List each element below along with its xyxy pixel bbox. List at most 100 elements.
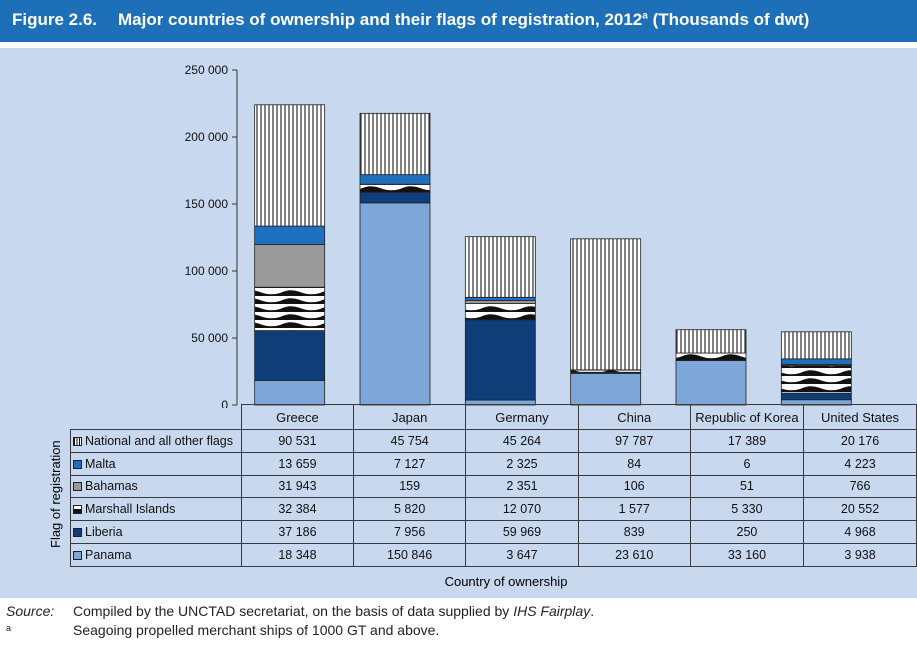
table-cell: 2 351 (465, 474, 579, 499)
table-cell: 33 160 (689, 542, 805, 567)
bar-liberia-germany (464, 319, 536, 401)
table-cell: 37 186 (240, 520, 355, 544)
legend-swatch (73, 505, 82, 515)
table-cell: 5 330 (689, 497, 805, 522)
bar-national-and-all-other-flags-japan (359, 112, 431, 176)
legend-entry: Liberia (70, 520, 242, 544)
bar-malta-japan (359, 174, 431, 185)
bar-bahamas-greece (254, 243, 326, 288)
table-cell: 159 (353, 474, 467, 499)
bar-panama-republic-of-korea (675, 360, 747, 406)
bars (254, 104, 852, 406)
table-row: Liberia 37 186 7 956 59 969 839 250 4 968 (70, 520, 917, 544)
bar-malta-germany (464, 296, 536, 301)
table-cell: 17 389 (689, 429, 805, 453)
table-row: Panama 18 348 150 846 3 647 23 610 33 160 3 93… (70, 542, 917, 567)
bar-liberia-greece (254, 330, 326, 381)
source-label: Source: (6, 603, 55, 619)
legend-swatch (73, 459, 82, 469)
table-cell: 4 223 (803, 451, 917, 476)
x-axis-title: Country of ownership (444, 574, 568, 589)
table-cell: 51 (689, 474, 805, 499)
category-label: Japan (353, 404, 467, 430)
table-cell: 6 (689, 451, 805, 476)
source-text-main: Compiled by the UNCTAD secretariat, on t… (73, 603, 514, 619)
bar-marshall-islands-greece (254, 286, 326, 331)
y-axis: 0 50 000 100 000 150 000 200 000 250 000 (185, 63, 238, 408)
legend-entry: Panama (70, 542, 242, 567)
table-cell: 766 (803, 474, 917, 499)
bar-marshall-islands-united-states (780, 365, 852, 394)
table-cell: 1 577 (577, 497, 691, 522)
table-cell: 106 (577, 474, 691, 499)
bar-liberia-japan (359, 191, 431, 204)
table-cell: 250 (689, 520, 805, 544)
legend-label: National and all other flags (85, 433, 234, 448)
legend-entry: Marshall Islands (70, 497, 242, 522)
bar-national-and-all-other-flags-germany (464, 236, 536, 298)
figure-title: Major countries of ownership and their f… (118, 10, 809, 30)
bar-marshall-islands-republic-of-korea (675, 352, 747, 361)
table-cell: 20 552 (803, 497, 917, 522)
category-label: Greece (240, 404, 355, 430)
category-label: Republic of Korea (689, 404, 805, 430)
table-cell: 90 531 (240, 429, 355, 453)
bar-national-and-all-other-flags-united-states (780, 331, 852, 360)
table-row: Malta 13 659 7 127 2 325 84 6 4 223 (70, 451, 917, 476)
bar-malta-greece (254, 225, 326, 245)
y-tick-label: 150 000 (185, 197, 229, 211)
table-cell: 45 264 (465, 429, 579, 453)
y-tick-label: 100 000 (185, 264, 229, 278)
bar-marshall-islands-japan (359, 184, 431, 193)
table-cell: 45 754 (353, 429, 467, 453)
table-cell: 150 846 (353, 542, 467, 567)
bar-liberia-united-states (780, 392, 852, 401)
table-cell: 31 943 (240, 474, 355, 499)
table-cell: 32 384 (240, 497, 355, 522)
bar-marshall-islands-germany (464, 303, 536, 321)
stacked-bar-chart: 0 50 000 100 000 150 000 200 000 250 000 (185, 63, 852, 408)
figure-title-bar: Figure 2.6. Major countries of ownership… (0, 0, 917, 42)
bar-national-and-all-other-flags-republic-of-korea (675, 329, 747, 354)
bar-panama-japan (359, 202, 431, 406)
table-cell: 2 325 (465, 451, 579, 476)
legend-entry: National and all other flags (70, 429, 242, 453)
source-text: Compiled by the UNCTAD secretariat, on t… (73, 603, 594, 619)
bar-panama-china (570, 372, 642, 406)
footnote-key: a (6, 623, 12, 633)
table-cell: 20 176 (803, 429, 917, 453)
table-cell: 7 956 (353, 520, 467, 544)
source-text-end: . (590, 603, 595, 619)
figure-title-footnote-mark: a (642, 10, 648, 22)
y-tick-label: 50 000 (191, 331, 228, 345)
table-cell: 18 348 (240, 542, 355, 567)
bar-malta-united-states (780, 358, 852, 365)
flag-of-registration-label: Flag of registration (48, 440, 63, 548)
legend-label: Malta (85, 456, 116, 471)
table-row: National and all other flags 90 531 45 754… (70, 429, 917, 453)
legend-swatch (73, 528, 82, 538)
legend-swatch (73, 436, 82, 446)
table-cell: 97 787 (577, 429, 691, 453)
table-cell: 84 (577, 451, 691, 476)
bar-panama-greece (254, 380, 326, 406)
table-header-row: Greece Japan Germany China Republic of Korea… (71, 404, 917, 430)
y-tick-label: 0 (221, 398, 228, 408)
y-tick-label: 250 000 (185, 63, 229, 77)
category-label: United States (803, 404, 917, 430)
category-label: Germany (465, 404, 579, 430)
bar-national-and-all-other-flags-greece (254, 104, 326, 227)
legend-entry: Malta (70, 451, 242, 476)
data-table: Greece Japan Germany China Republic of Korea… (70, 404, 917, 567)
bar-bahamas-germany (464, 300, 536, 304)
table-cell: 12 070 (465, 497, 579, 522)
table-cell: 3 647 (465, 542, 579, 567)
table-cell: 13 659 (240, 451, 355, 476)
legend-label: Panama (85, 547, 132, 562)
legend-label: Bahamas (85, 479, 138, 494)
table-cell: 59 969 (465, 520, 579, 544)
table-cell: 4 968 (803, 520, 917, 544)
table-cell: 23 610 (577, 542, 691, 567)
category-label: China (577, 404, 691, 430)
table-cell: 839 (577, 520, 691, 544)
